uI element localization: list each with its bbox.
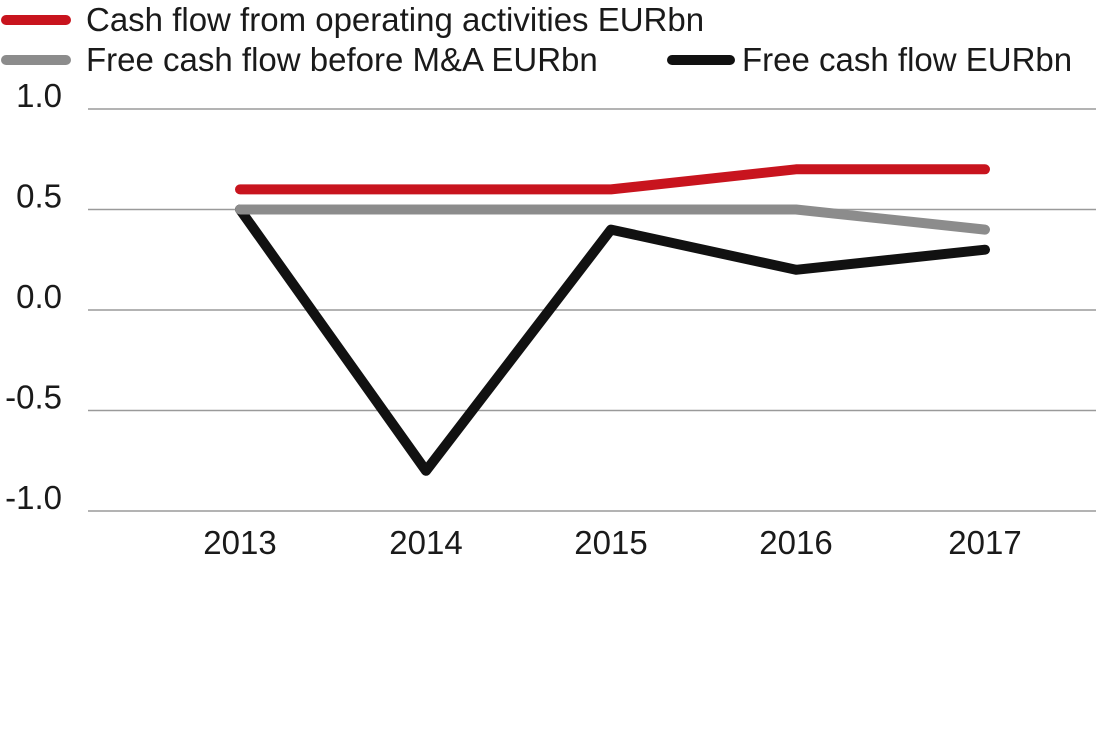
legend: Cash flow from operating activities EURb… [1, 1, 1072, 78]
x-axis-tick-labels: 2013 2014 2015 2016 2017 [203, 524, 1021, 561]
legend-label-operating-cash-flow: Cash flow from operating activities EURb… [86, 1, 704, 38]
x-tick-label: 2013 [203, 524, 276, 561]
legend-item-fcf-before-ma: Free cash flow before M&A EURbn [1, 41, 598, 78]
y-tick-label: 0.0 [16, 278, 62, 315]
x-tick-label: 2017 [948, 524, 1021, 561]
y-tick-label: 1.0 [16, 77, 62, 114]
y-axis-tick-labels: 1.0 0.5 0.0 -0.5 -1.0 [5, 77, 62, 516]
y-tick-label: 0.5 [16, 178, 62, 215]
x-tick-label: 2016 [759, 524, 832, 561]
x-tick-label: 2015 [574, 524, 647, 561]
y-tick-label: -1.0 [5, 479, 62, 516]
series-lines [235, 164, 990, 476]
legend-item-operating-cash-flow: Cash flow from operating activities EURb… [1, 1, 704, 38]
x-tick-label: 2014 [389, 524, 462, 561]
y-tick-label: -0.5 [5, 379, 62, 416]
legend-label-free-cash-flow: Free cash flow EURbn [742, 41, 1072, 78]
legend-item-free-cash-flow: Free cash flow EURbn [667, 41, 1072, 78]
series-line-operating-cash-flow [235, 164, 990, 195]
series-line-free-cash-flow [235, 204, 990, 476]
series-line-fcf-before-ma [235, 204, 990, 235]
legend-label-fcf-before-ma: Free cash flow before M&A EURbn [86, 41, 598, 78]
